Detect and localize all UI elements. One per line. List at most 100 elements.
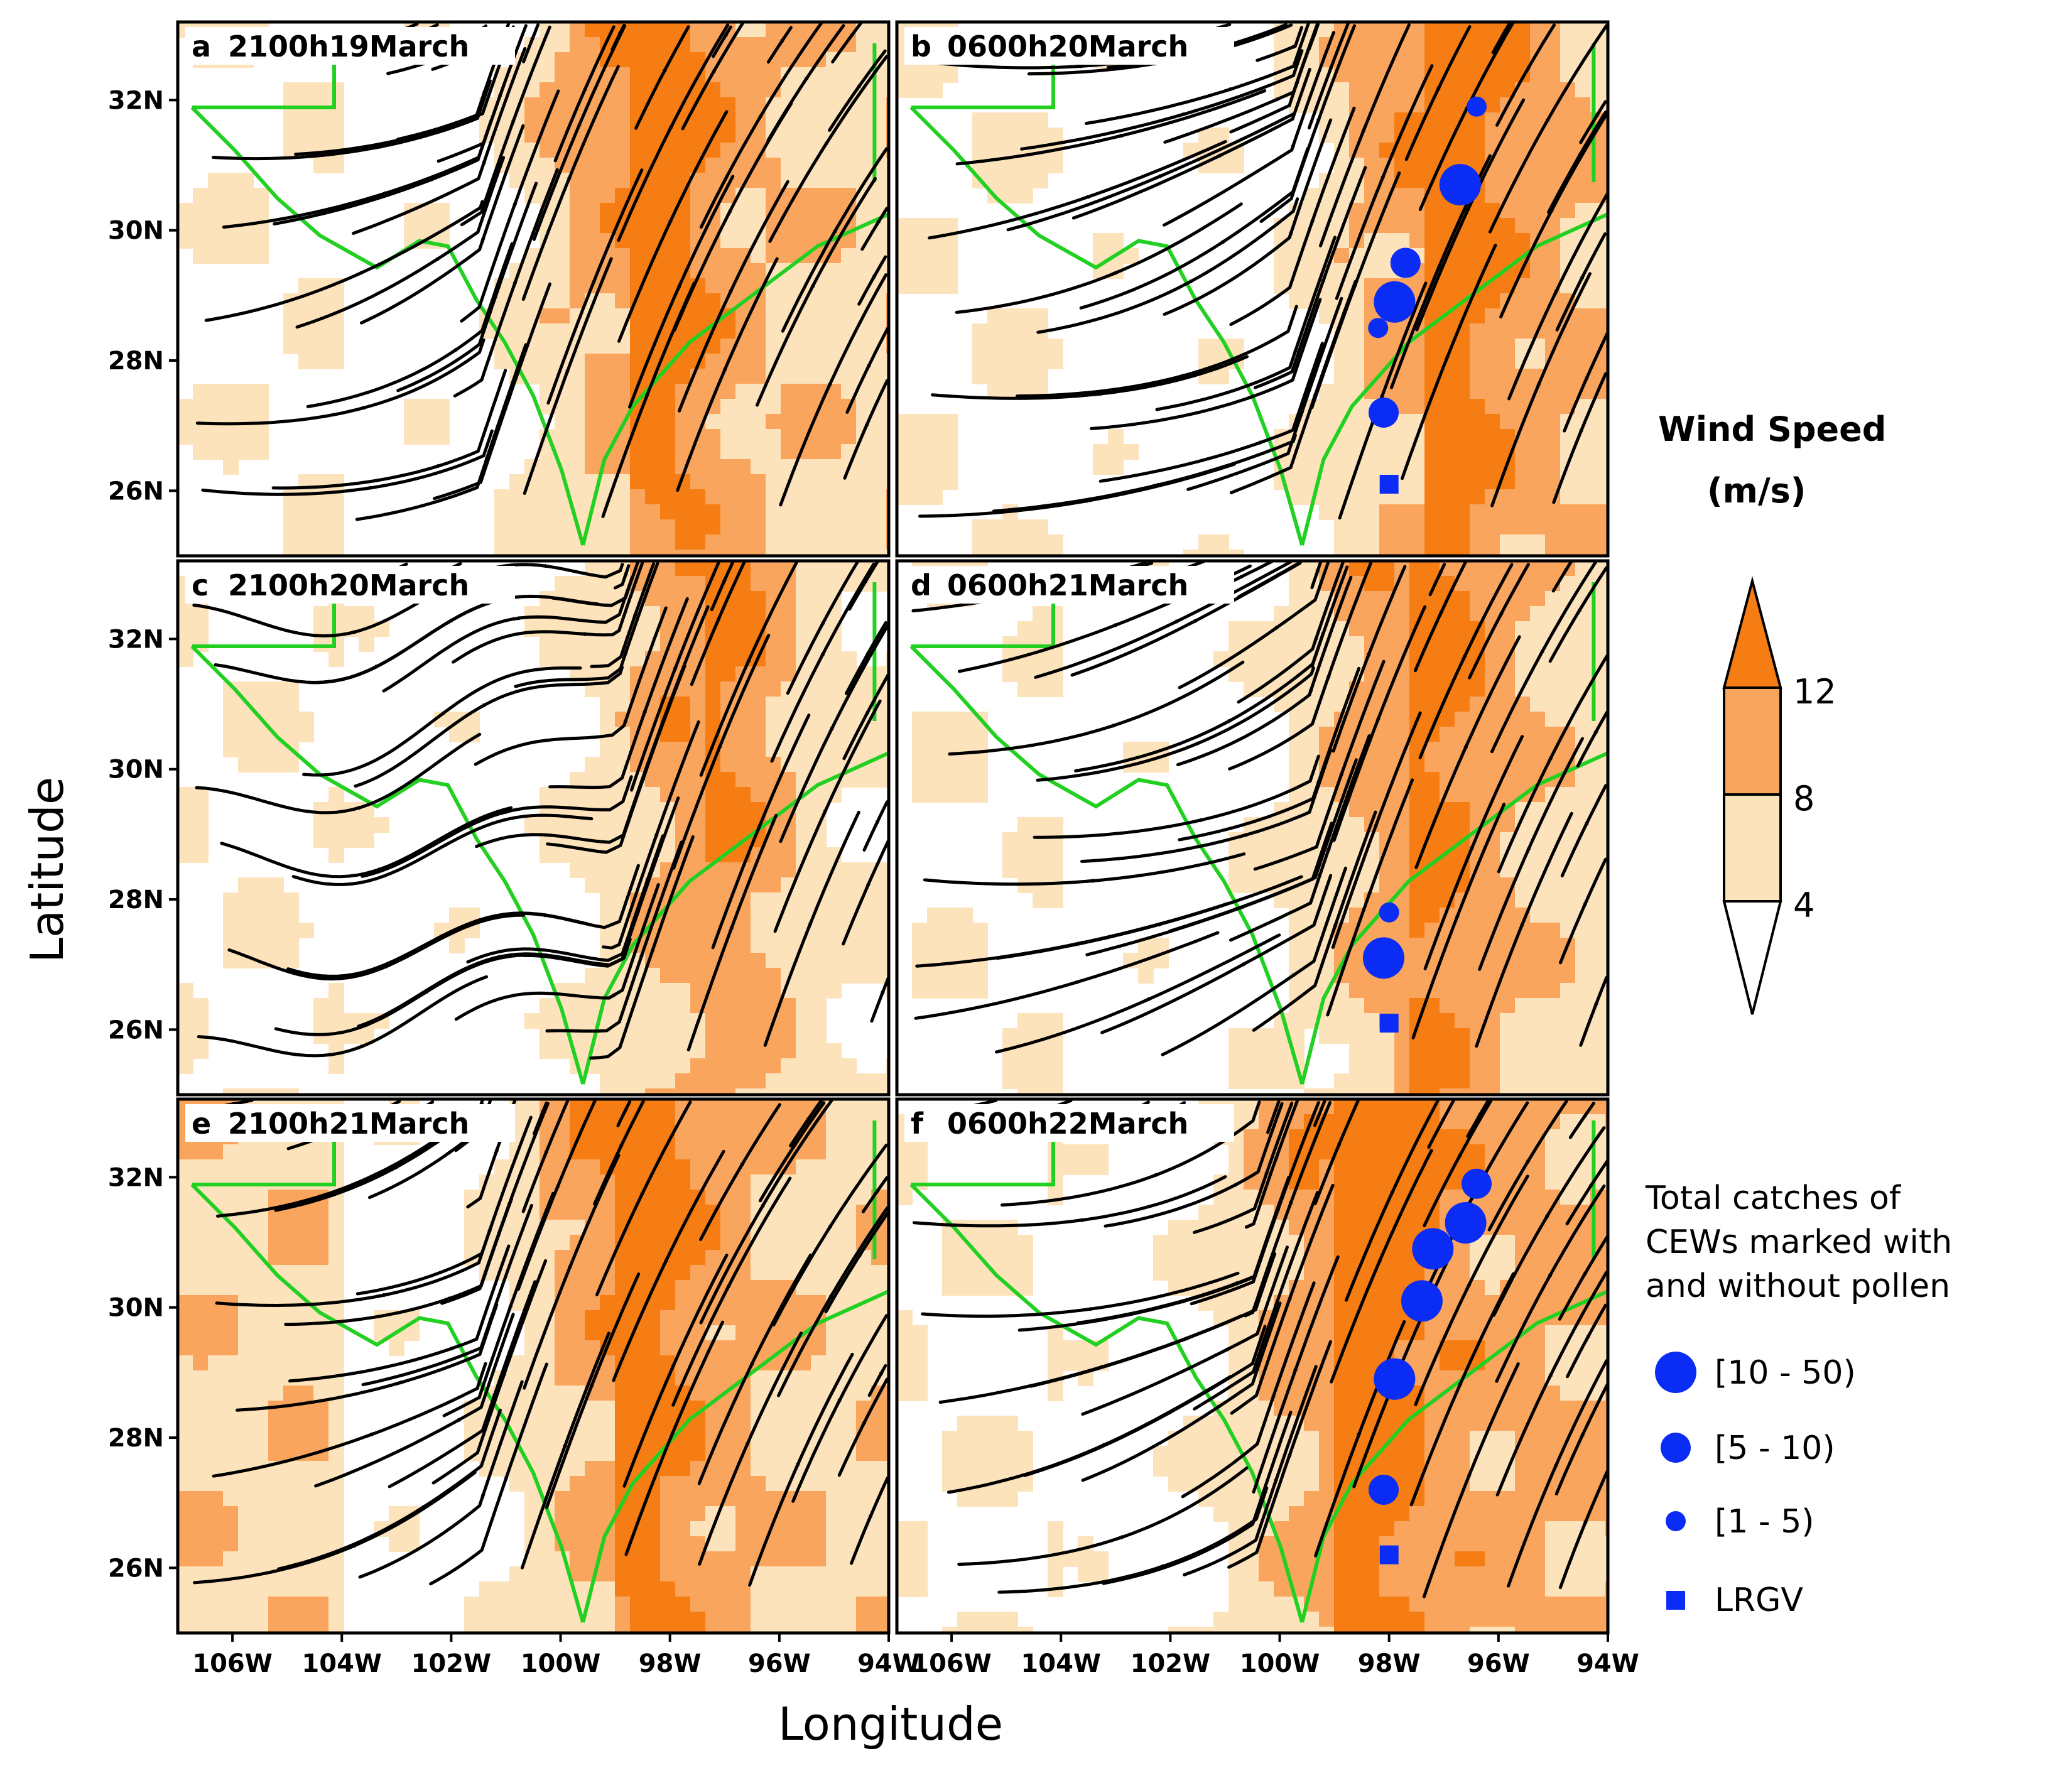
panel-letter: f	[911, 1107, 924, 1141]
streamline-arrow	[438, 710, 447, 718]
streamline	[1178, 561, 1330, 690]
streamline	[532, 24, 627, 241]
streamline	[779, 273, 888, 507]
streamline-arrow	[1272, 1106, 1278, 1115]
streamline	[955, 202, 1243, 314]
streamline	[1229, 23, 1319, 134]
streamline-arrow	[802, 75, 810, 84]
streamline-arrow	[480, 236, 485, 244]
streamline-arrow	[1584, 1333, 1591, 1342]
streamline	[361, 1203, 533, 1387]
streamline-arrow	[855, 1252, 862, 1261]
colorbar-swatch-4-8	[1723, 793, 1782, 903]
streamline	[850, 1476, 889, 1565]
streamline-arrow	[715, 615, 721, 624]
colorbar-title: Wind Speed	[1658, 409, 1886, 449]
streamline-arrow	[1379, 173, 1386, 182]
streamline-arrow	[507, 1303, 513, 1311]
streamline	[1252, 810, 1377, 1032]
streamline	[699, 22, 824, 229]
streamline	[828, 49, 887, 132]
streamline-arrow	[1553, 288, 1559, 296]
lat-tick-label: 28N	[108, 1424, 164, 1453]
streamline-arrow	[1221, 1347, 1231, 1354]
streamline	[779, 624, 889, 843]
streamline-arrow	[1476, 1111, 1483, 1120]
streamline-arrow	[538, 913, 549, 918]
streamline-arrow	[1583, 820, 1590, 828]
streamline	[923, 852, 1246, 886]
streamline	[215, 1223, 493, 1308]
streamline-arrow	[1538, 648, 1545, 657]
streamline-arrow	[1313, 634, 1318, 644]
streamline-arrow	[874, 818, 880, 827]
streamline-arrow	[644, 391, 649, 400]
streamline-arrow	[1239, 833, 1250, 838]
colorbar-units: (m/s)	[1707, 471, 1806, 511]
streamline-arrow	[1237, 962, 1247, 968]
streamline	[1313, 1099, 1360, 1205]
streamline-arrow	[819, 619, 826, 628]
streamline	[1259, 24, 1356, 223]
streamline-arrow	[1318, 1105, 1324, 1114]
streamline	[1478, 737, 1584, 971]
streamline-arrow	[1593, 1000, 1598, 1009]
streamline-arrow	[1320, 276, 1326, 286]
streamline-arrow	[1213, 1404, 1223, 1411]
streamline-arrow	[622, 1106, 629, 1115]
catch-marker-10-50	[1445, 1201, 1487, 1244]
streamline-arrow	[1553, 1461, 1559, 1470]
legend-label-10-50: [10 - 50)	[1715, 1354, 1856, 1392]
streamline-arrow	[1372, 822, 1379, 830]
streamline-arrow	[672, 664, 678, 673]
streamline-arrow	[722, 31, 729, 40]
streamline-arrow	[355, 1044, 366, 1050]
streamline-arrow	[487, 1315, 493, 1324]
border-line	[909, 106, 1304, 546]
streamline	[1414, 1174, 1529, 1406]
streamline-arrow	[618, 1142, 624, 1151]
streamline	[1102, 1411, 1293, 1585]
streamline-arrow	[1581, 899, 1588, 909]
lon-tick-label: 100W	[1240, 1649, 1320, 1678]
lat-tick-label: 28N	[108, 347, 164, 376]
streamline	[1565, 1159, 1608, 1226]
streamline-arrow	[366, 1432, 376, 1438]
streamline-arrow	[759, 1202, 766, 1211]
lrgv-marker	[1379, 1013, 1399, 1033]
streamline-arrow	[506, 393, 512, 403]
streamline-arrow	[1275, 1205, 1281, 1215]
wind-speed-shading	[178, 561, 889, 1095]
streamline-arrow	[623, 648, 629, 657]
panel-title: b 0600h20March	[904, 27, 1234, 65]
lon-tick-label: 96W	[748, 1649, 811, 1678]
streamline-arrow	[1325, 845, 1331, 854]
border-line	[190, 1183, 585, 1623]
lat-tick-label: 26N	[108, 477, 164, 506]
streamline-arrow	[1288, 1199, 1293, 1208]
streamline-arrow	[1287, 44, 1297, 51]
panel-frame	[176, 559, 891, 1097]
streamline	[1253, 659, 1386, 871]
streamline	[1178, 666, 1361, 842]
streamline-arrow	[1576, 151, 1583, 160]
streamline	[1415, 98, 1526, 332]
streamline-arrow	[860, 1419, 867, 1428]
catch-marker-5-10	[1462, 1168, 1492, 1199]
streamline	[392, 864, 640, 963]
streamline-arrow	[1151, 482, 1163, 488]
streamline	[1006, 112, 1294, 232]
lat-tick-label: 28N	[108, 886, 164, 914]
streamline	[768, 55, 889, 243]
panel-title: e 2100h21March	[185, 1104, 515, 1142]
streamline-arrow	[492, 955, 502, 960]
streamline-arrow	[622, 570, 628, 579]
lat-tick-label: 30N	[108, 1294, 164, 1323]
streamline	[870, 976, 889, 1023]
streamline	[616, 1100, 632, 1127]
streamline-arrow	[632, 611, 637, 621]
streamline-arrow	[807, 920, 813, 929]
streamline-arrow	[795, 1460, 800, 1470]
streamline-arrow	[1461, 653, 1467, 661]
